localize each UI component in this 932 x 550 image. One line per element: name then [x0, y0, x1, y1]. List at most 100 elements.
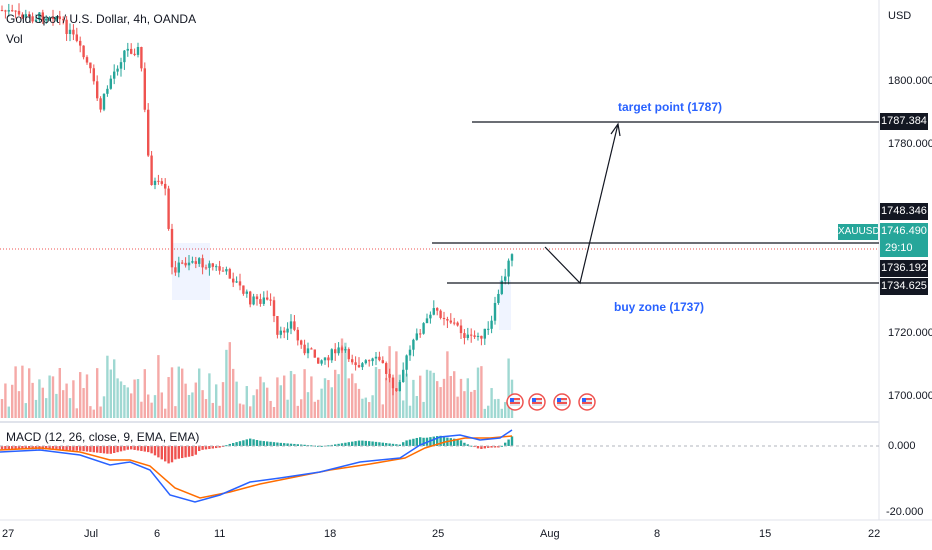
candle-body[interactable] [92, 68, 95, 82]
candle-body[interactable] [402, 369, 405, 383]
event-flag-icon[interactable] [578, 393, 596, 411]
candle-body[interactable] [79, 40, 82, 46]
macd-signal-line[interactable] [0, 435, 513, 499]
candle-body[interactable] [313, 349, 316, 358]
candle-body[interactable] [17, 10, 21, 15]
candle-body[interactable] [449, 320, 452, 323]
candle-body[interactable] [181, 262, 184, 264]
candle-body[interactable] [140, 47, 143, 69]
candle-body[interactable] [262, 297, 265, 304]
candle-body[interactable] [490, 320, 493, 329]
candle-body[interactable] [408, 349, 412, 356]
candle-body[interactable] [184, 262, 187, 266]
candle-body[interactable] [296, 329, 299, 341]
candle-body[interactable] [330, 349, 333, 361]
candle-body[interactable] [221, 270, 225, 272]
candle-body[interactable] [21, 14, 24, 18]
candle-body[interactable] [34, 19, 38, 22]
candle-body[interactable] [412, 339, 415, 350]
candle-body[interactable] [419, 333, 422, 335]
volume-legend[interactable]: Vol [6, 32, 23, 46]
candle-body[interactable] [422, 323, 425, 334]
candle-body[interactable] [442, 317, 446, 320]
candle-body[interactable] [85, 57, 89, 63]
candle-body[interactable] [208, 263, 211, 268]
candle-body[interactable] [283, 330, 286, 333]
macd-line[interactable] [0, 429, 513, 503]
candle-body[interactable] [218, 266, 221, 271]
candle-body[interactable] [45, 18, 48, 21]
candle-body[interactable] [507, 260, 510, 277]
candle-body[interactable] [225, 269, 228, 272]
candle-body[interactable] [368, 360, 371, 362]
candle-body[interactable] [466, 334, 469, 338]
candle-body[interactable] [242, 285, 245, 294]
candle-body[interactable] [289, 321, 293, 329]
candle-body[interactable] [235, 281, 238, 283]
candle-body[interactable] [130, 48, 133, 54]
candle-body[interactable] [99, 98, 102, 110]
candle-body[interactable] [119, 62, 123, 69]
candle-body[interactable] [252, 296, 255, 305]
candle-body[interactable] [89, 62, 92, 69]
candle-body[interactable] [286, 328, 289, 333]
candle-body[interactable] [238, 281, 242, 286]
candle-body[interactable] [48, 17, 51, 19]
candle-body[interactable] [463, 333, 466, 338]
candle-body[interactable] [354, 362, 357, 366]
candle-body[interactable] [497, 293, 500, 303]
candle-body[interactable] [259, 299, 262, 304]
candle-body[interactable] [320, 360, 323, 364]
candle-body[interactable] [24, 14, 27, 18]
candle-body[interactable] [351, 359, 354, 363]
event-flag-icon[interactable] [553, 393, 571, 411]
candle-body[interactable] [191, 261, 194, 263]
candle-body[interactable] [249, 291, 252, 305]
candle-body[interactable] [425, 318, 429, 324]
candle-body[interactable] [385, 363, 388, 374]
candle-body[interactable] [276, 316, 279, 335]
candle-body[interactable] [31, 16, 34, 22]
candle-body[interactable] [378, 356, 381, 361]
candle-body[interactable] [147, 109, 150, 156]
candle-body[interactable] [405, 355, 408, 370]
candle-body[interactable] [317, 357, 320, 364]
candle-body[interactable] [255, 296, 259, 300]
candle-body[interactable] [306, 348, 310, 354]
chart-title[interactable]: Gold Spot / U.S. Dollar, 4h, OANDA [6, 12, 197, 26]
candle-body[interactable] [109, 78, 112, 89]
candle-body[interactable] [14, 10, 17, 12]
candle-body[interactable] [116, 68, 119, 72]
candle-body[interactable] [323, 357, 327, 361]
candle-body[interactable] [62, 19, 65, 21]
candle-body[interactable] [51, 17, 55, 20]
candle-body[interactable] [300, 340, 303, 345]
candle-body[interactable] [500, 280, 503, 294]
candle-body[interactable] [167, 188, 170, 229]
candle-body[interactable] [72, 29, 75, 35]
candle-body[interactable] [150, 155, 153, 186]
event-flag-icon[interactable] [528, 393, 546, 411]
candle-body[interactable] [510, 254, 514, 261]
candle-body[interactable] [143, 68, 146, 110]
candle-body[interactable] [177, 262, 180, 273]
candle-body[interactable] [153, 180, 157, 186]
candle-body[interactable] [7, 10, 10, 12]
candle-body[interactable] [82, 45, 85, 58]
candle-body[interactable] [476, 335, 480, 337]
candle-body[interactable] [75, 34, 78, 41]
candle-body[interactable] [456, 322, 459, 326]
candle-body[interactable] [371, 358, 374, 362]
candle-body[interactable] [187, 262, 191, 266]
candle-body[interactable] [473, 335, 476, 337]
candle-body[interactable] [398, 382, 401, 392]
candle-body[interactable] [11, 10, 14, 12]
candle-body[interactable] [470, 334, 473, 336]
candle-body[interactable] [310, 348, 313, 350]
candle-body[interactable] [374, 356, 378, 359]
candle-body[interactable] [269, 299, 272, 301]
candle-body[interactable] [344, 349, 347, 351]
candle-body[interactable] [198, 258, 201, 264]
candle-body[interactable] [160, 181, 163, 184]
